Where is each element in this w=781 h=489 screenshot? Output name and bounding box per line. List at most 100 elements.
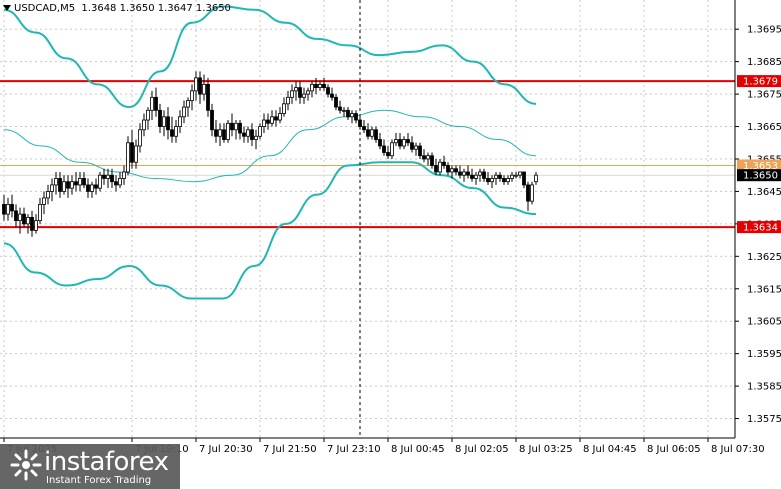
candle-body (422, 155, 426, 160)
candle-body (442, 161, 446, 166)
candle-body (282, 103, 286, 114)
chart-header: USDCAD,M5 1.3648 1.3650 1.3647 1.3650 (3, 3, 231, 14)
candle-body (2, 203, 6, 215)
grid-lines (0, 0, 735, 438)
price-tick-label: 1.3615 (747, 284, 781, 295)
candle-body (314, 83, 318, 88)
candle-body (54, 178, 58, 186)
candle-body (506, 178, 510, 183)
watermark-tagline: Instant Forex Trading (46, 475, 152, 486)
candle-body (106, 174, 110, 179)
candle-body (238, 122, 242, 134)
candle-body (46, 191, 50, 199)
candle-body (262, 119, 266, 127)
candle-body (174, 126, 178, 137)
time-tick-label: 8 Jul 04:45 (583, 444, 637, 455)
candle-body (22, 213, 26, 225)
bollinger-upper-line (3, 5, 537, 109)
ask-level-label-bg (737, 159, 781, 172)
candle-body (418, 145, 422, 157)
price-tick-label: 1.3685 (747, 57, 781, 68)
candle-body (334, 96, 338, 108)
candle-body (118, 178, 122, 186)
candle-body (90, 184, 94, 192)
candle-body (530, 184, 534, 202)
candle-body (178, 116, 182, 127)
time-tick-label: 7 Jul 20:30 (199, 444, 253, 455)
candle-body (394, 139, 398, 144)
candle-body (410, 142, 414, 150)
last-price-label: 1.3650 (743, 171, 778, 182)
candle-body (98, 174, 102, 189)
candle-body (122, 171, 126, 179)
support-level-label-bg (737, 221, 781, 234)
candle-body (74, 181, 78, 186)
candle-body (234, 122, 238, 131)
candle-body (186, 100, 190, 108)
caret-down-icon[interactable] (3, 5, 11, 11)
price-tick-label: 1.3605 (747, 317, 781, 328)
candle-body (138, 129, 142, 147)
candle-body (378, 139, 382, 147)
candle-body (218, 129, 222, 137)
candle-body (82, 178, 86, 186)
candle-body (366, 129, 370, 137)
candle-body (478, 171, 482, 176)
candle-body (182, 106, 186, 118)
candle-body (290, 90, 294, 98)
candle-body (150, 96, 154, 111)
price-tick-label: 1.3625 (747, 252, 781, 263)
candle-body (498, 174, 502, 179)
resistance-level-label: 1.3679 (743, 77, 778, 88)
candle-body (382, 145, 386, 153)
candle-body (322, 83, 326, 88)
candlesticks (2, 71, 538, 237)
candle-body (18, 213, 22, 222)
candle-body (38, 203, 42, 222)
candle-body (154, 96, 158, 111)
price-tick-label: 1.3595 (747, 349, 781, 360)
candle-body (170, 129, 174, 137)
candle-body (414, 145, 418, 150)
candle-body (26, 216, 30, 225)
resistance-level-label-bg (737, 75, 781, 88)
last-price-label-bg (737, 169, 781, 182)
candle-body (78, 178, 82, 186)
candle-body (130, 142, 134, 163)
time-tick-label: 8 Jul 02:05 (455, 444, 509, 455)
price-tick-label: 1.3665 (747, 122, 781, 133)
candle-body (534, 174, 538, 183)
price-tick-label: 1.3575 (747, 414, 781, 425)
candle-body (330, 93, 334, 98)
candle-body (94, 184, 98, 189)
price-levels (0, 80, 735, 229)
time-tick-label: 8 Jul 07:30 (711, 444, 765, 455)
candle-body (110, 174, 114, 183)
candle-body (158, 109, 162, 127)
candle-body (286, 96, 290, 105)
candle-body (350, 113, 354, 118)
candle-body (190, 90, 194, 101)
candle-body (102, 174, 106, 179)
candle-body (370, 129, 374, 137)
candle-body (438, 161, 442, 173)
candle-body (6, 203, 10, 215)
candle-body (510, 174, 514, 179)
candle-body (474, 174, 478, 179)
instaforex-logo-icon (10, 449, 42, 481)
candle-body (66, 181, 70, 189)
candle-body (266, 119, 270, 124)
candle-body (310, 83, 314, 92)
candle-body (194, 77, 198, 92)
candle-body (486, 178, 490, 183)
candle-body (298, 87, 302, 98)
candle-body (62, 181, 66, 192)
symbol-label: USDCAD,M5 (14, 3, 76, 14)
time-axis: 7 Jul 20257 Jul 19:107 Jul 20:307 Jul 21… (0, 437, 765, 455)
candle-body (162, 116, 166, 127)
time-tick-label: 8 Jul 00:45 (391, 444, 445, 455)
candle-body (446, 165, 450, 173)
candle-body (42, 197, 46, 205)
bollinger-lower-line (3, 161, 537, 300)
